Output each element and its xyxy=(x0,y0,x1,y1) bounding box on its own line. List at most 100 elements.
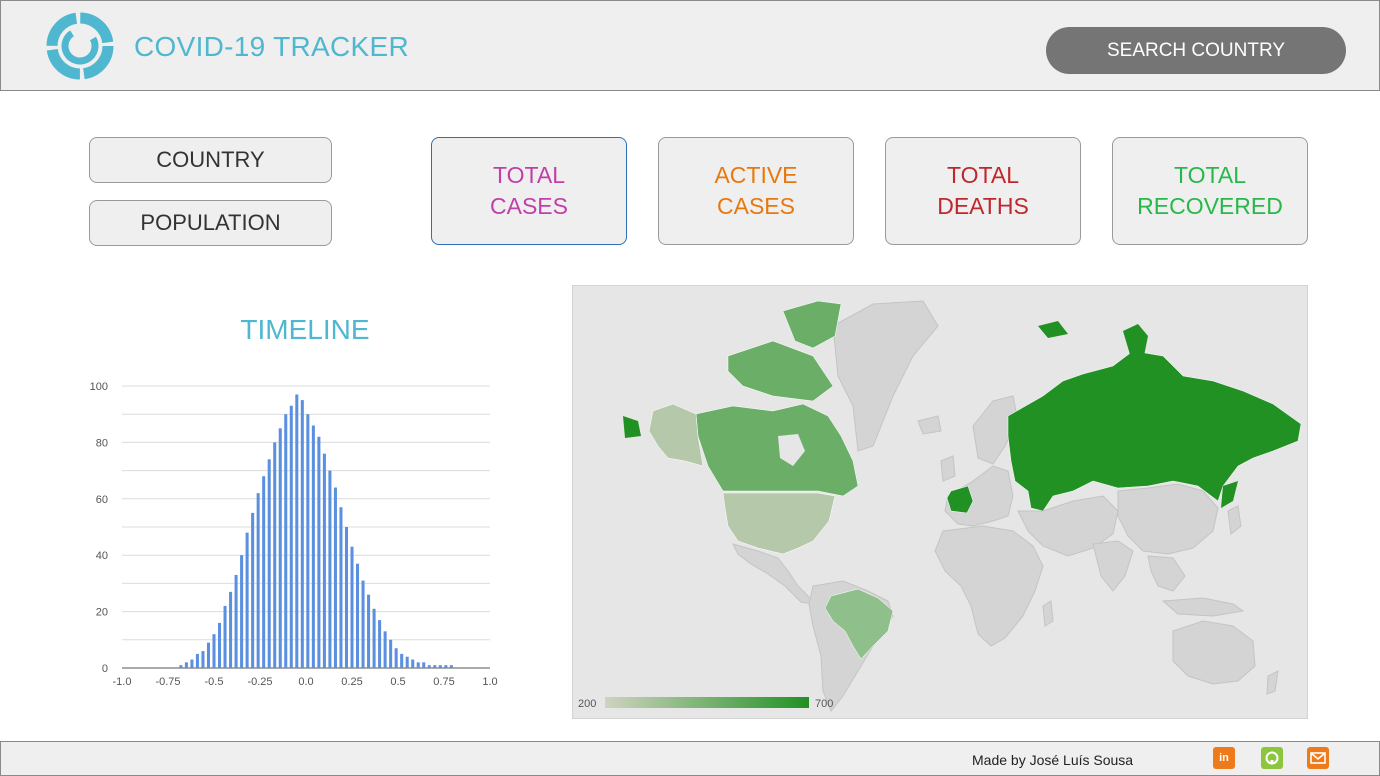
histogram-bar xyxy=(295,394,299,668)
map-region-novaya-zemlya[interactable] xyxy=(1123,324,1148,361)
histogram-bar xyxy=(389,639,393,668)
map-region-china[interactable] xyxy=(1117,483,1219,555)
map-region-japan[interactable] xyxy=(1227,505,1242,535)
map-region-canada-north[interactable] xyxy=(782,300,842,349)
total-recovered-button[interactable]: TOTAL RECOVERED xyxy=(1112,137,1308,245)
histogram-bar xyxy=(300,400,304,668)
map-region-brazil[interactable] xyxy=(824,588,894,660)
map-legend-max: 700 xyxy=(815,698,833,710)
histogram-bar xyxy=(190,659,194,668)
histogram-bar xyxy=(350,546,354,668)
timeline-histogram-chart: 0 20 40 60 80 100 -1.0 -0.75 -0.5 -0.25 0.0 0.25 0.5… xyxy=(90,381,498,688)
histogram-bar xyxy=(212,634,216,668)
histogram-bar xyxy=(179,665,183,668)
histogram-bar xyxy=(411,659,415,668)
histogram-bar xyxy=(223,605,227,668)
x-tick-label: -0.5 xyxy=(205,676,224,688)
stat-label-line2: CASES xyxy=(490,193,568,219)
histogram-bar xyxy=(322,453,326,668)
histogram-bar xyxy=(317,436,321,668)
y-tick-label: 60 xyxy=(96,494,108,506)
map-region-southeast-asia[interactable] xyxy=(1147,555,1186,592)
map-region-india[interactable] xyxy=(1092,540,1134,592)
x-tick-label: 1.0 xyxy=(482,676,497,688)
histogram-bar xyxy=(328,470,332,668)
app-header: COVID-19 TRACKER SEARCH COUNTRY xyxy=(0,0,1380,91)
map-region-mexico[interactable] xyxy=(732,543,815,605)
histogram-bar xyxy=(400,653,404,668)
country-button[interactable]: COUNTRY xyxy=(89,137,332,183)
stat-label-line2: RECOVERED xyxy=(1137,193,1283,219)
app-logo-icon xyxy=(46,12,114,80)
x-tick-label: 0.25 xyxy=(341,676,362,688)
map-region-indonesia[interactable] xyxy=(1161,597,1245,617)
histogram-bar xyxy=(405,656,409,668)
map-region-iceland[interactable] xyxy=(917,415,942,435)
histogram-bar xyxy=(422,662,426,668)
y-tick-label: 40 xyxy=(96,550,108,562)
map-region-africa[interactable] xyxy=(934,525,1044,647)
histogram-bar xyxy=(433,665,437,668)
y-tick-label: 100 xyxy=(90,381,108,393)
population-button[interactable]: POPULATION xyxy=(89,200,332,246)
histogram-bar xyxy=(449,665,453,668)
x-tick-label: -0.75 xyxy=(155,676,180,688)
map-region-madagascar[interactable] xyxy=(1042,600,1054,627)
world-map[interactable]: 200 700 xyxy=(572,285,1308,719)
map-legend-min: 200 xyxy=(578,698,596,710)
x-tick-label: 0.0 xyxy=(298,676,313,688)
histogram-bar xyxy=(367,594,371,668)
map-region-uk[interactable] xyxy=(940,455,956,482)
histogram-bar xyxy=(427,665,431,668)
map-legend-gradient xyxy=(605,697,809,708)
map-region-chukotka-west[interactable] xyxy=(623,416,641,438)
histogram-bar xyxy=(311,425,315,668)
histogram-bar xyxy=(262,476,266,668)
map-region-canada-islands[interactable] xyxy=(727,340,834,402)
histogram-bar xyxy=(229,591,233,668)
github-icon[interactable] xyxy=(1261,747,1283,769)
histogram-bar xyxy=(218,622,222,668)
map-region-australia[interactable] xyxy=(1172,620,1256,685)
total-cases-button[interactable]: TOTAL CASES xyxy=(431,137,627,245)
histogram-bar xyxy=(416,662,420,668)
x-tick-label: -0.25 xyxy=(247,676,272,688)
map-region-greenland[interactable] xyxy=(832,300,939,452)
histogram-bar xyxy=(184,662,188,668)
map-region-new-zealand[interactable] xyxy=(1266,670,1279,695)
histogram-bar xyxy=(273,442,277,668)
histogram-bar xyxy=(206,642,210,668)
map-region-usa[interactable] xyxy=(722,492,836,555)
histogram-bar xyxy=(344,527,348,668)
histogram-bar xyxy=(284,414,288,668)
histogram-bar xyxy=(245,532,249,668)
map-region-alaska[interactable] xyxy=(648,403,704,467)
total-deaths-button[interactable]: TOTAL DEATHS xyxy=(885,137,1081,245)
histogram-bar xyxy=(378,620,382,668)
active-cases-button[interactable]: ACTIVE CASES xyxy=(658,137,854,245)
timeline-title: TIMELINE xyxy=(240,314,370,345)
stat-label-line1: TOTAL xyxy=(947,162,1019,188)
world-map-svg: 200 700 xyxy=(578,300,1302,712)
map-region-france[interactable] xyxy=(946,485,974,514)
histogram-bar xyxy=(234,574,238,668)
linkedin-icon[interactable]: in xyxy=(1213,747,1235,769)
email-icon[interactable] xyxy=(1307,747,1329,769)
histogram-bar xyxy=(438,665,442,668)
app-title: COVID-19 TRACKER xyxy=(134,31,410,62)
histogram-bar xyxy=(251,512,255,668)
map-region-hudson-bay xyxy=(778,434,805,466)
histogram-bar xyxy=(339,507,343,668)
histogram-bar xyxy=(394,648,398,668)
y-tick-label: 0 xyxy=(102,663,108,675)
map-region-kamchatka[interactable] xyxy=(1221,481,1238,508)
map-region-middle-east[interactable] xyxy=(1017,495,1119,557)
search-country-button[interactable]: SEARCH COUNTRY xyxy=(1046,27,1346,74)
map-region-canada[interactable] xyxy=(695,403,859,497)
histogram-bar xyxy=(444,665,448,668)
map-region-svalbard[interactable] xyxy=(1038,321,1068,338)
histogram-bar xyxy=(256,493,260,668)
x-tick-label: 0.75 xyxy=(433,676,454,688)
histogram-bar xyxy=(195,653,199,668)
histogram-bar xyxy=(372,608,376,668)
